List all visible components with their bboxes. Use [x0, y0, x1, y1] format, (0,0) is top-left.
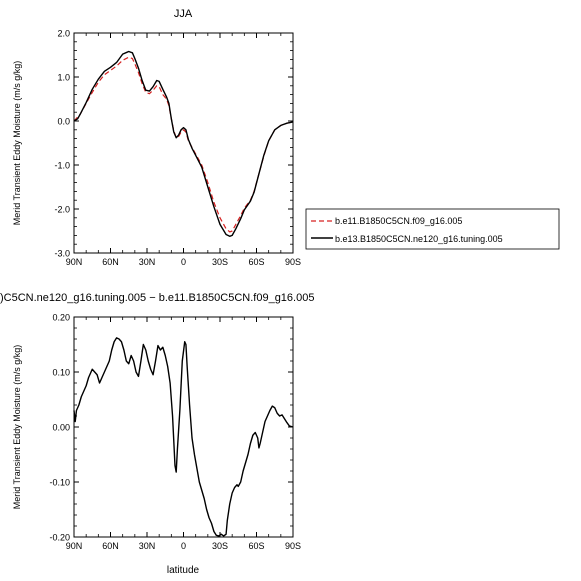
x-tick-label: 30S	[212, 541, 228, 551]
top-panel-series	[73, 50, 294, 237]
series-line-1	[73, 56, 294, 233]
top-panel-frame	[73, 32, 294, 254]
bottom-panel-x-axis-label: latitude	[167, 565, 200, 576]
bottom-panel: )C5CN.ne120_g16.tuning.005 − b.e11.B1850…	[0, 292, 314, 576]
top-panel-title: JJA	[174, 8, 193, 20]
x-tick-label: 60N	[102, 541, 119, 551]
y-tick-label: 0.10	[52, 368, 70, 378]
y-tick-label: 0.00	[52, 423, 70, 433]
series-line-2	[73, 50, 294, 237]
y-tick-label: -3.0	[54, 249, 70, 259]
bottom-panel-frame	[73, 316, 294, 538]
bottom-panel-tick-labels: 90N 60N 30N 0 30S 60S 90S 0.20 0.10 0.00 -0.10 -0.2…	[49, 313, 301, 552]
top-panel-tick-labels: 90N 60N 30N 0 30S 60S 90S 2.0 1.0 0.0 -1.0 -2.0 -3.0	[54, 29, 301, 268]
y-tick-label: 2.0	[57, 29, 70, 39]
top-panel: JJA 90N 60N 30N 0 30S 60S 90S 2.0 1.0 0.0 -1.0 -2.0…	[12, 8, 301, 267]
bottom-panel-title: )C5CN.ne120_g16.tuning.005 − b.e11.B1850…	[0, 292, 314, 304]
x-tick-label: 60N	[102, 257, 119, 267]
y-tick-label: 0.0	[57, 117, 70, 127]
y-tick-label: 1.0	[57, 73, 70, 83]
x-tick-label: 90S	[285, 257, 301, 267]
y-tick-label: 0.20	[52, 313, 70, 323]
x-tick-label: 0	[181, 257, 186, 267]
x-tick-label: 30N	[139, 257, 156, 267]
y-tick-label: -1.0	[54, 161, 70, 171]
x-tick-label: 90S	[285, 541, 301, 551]
top-panel-y-axis-label: Merid Transient Eddy Moisture (m/s g/kg)	[12, 61, 22, 226]
x-tick-label: 30S	[212, 257, 228, 267]
y-tick-label: -0.20	[49, 533, 70, 543]
x-tick-label: 0	[181, 541, 186, 551]
y-tick-label: -2.0	[54, 205, 70, 215]
legend: b.e11.B1850C5CN.f09_g16.005 b.e13.B1850C…	[305, 208, 560, 250]
legend-box	[305, 208, 560, 250]
difference-series-line	[73, 337, 294, 537]
y-tick-label: -0.10	[49, 478, 70, 488]
bottom-panel-series	[73, 337, 294, 537]
x-tick-label: 90N	[66, 541, 83, 551]
top-panel-axes	[73, 32, 294, 254]
legend-entry-series-2: b.e13.B1850C5CN.ne120_g16.tuning.005	[335, 234, 503, 244]
x-tick-label: 60S	[248, 541, 264, 551]
x-tick-label: 30N	[139, 541, 156, 551]
x-tick-label: 60S	[248, 257, 264, 267]
legend-entry-series-1: b.e11.B1850C5CN.f09_g16.005	[335, 216, 462, 226]
bottom-panel-y-axis-label: Merid Transient Eddy Moisture (m/s g/kg)	[12, 345, 22, 510]
x-tick-label: 90N	[66, 257, 83, 267]
